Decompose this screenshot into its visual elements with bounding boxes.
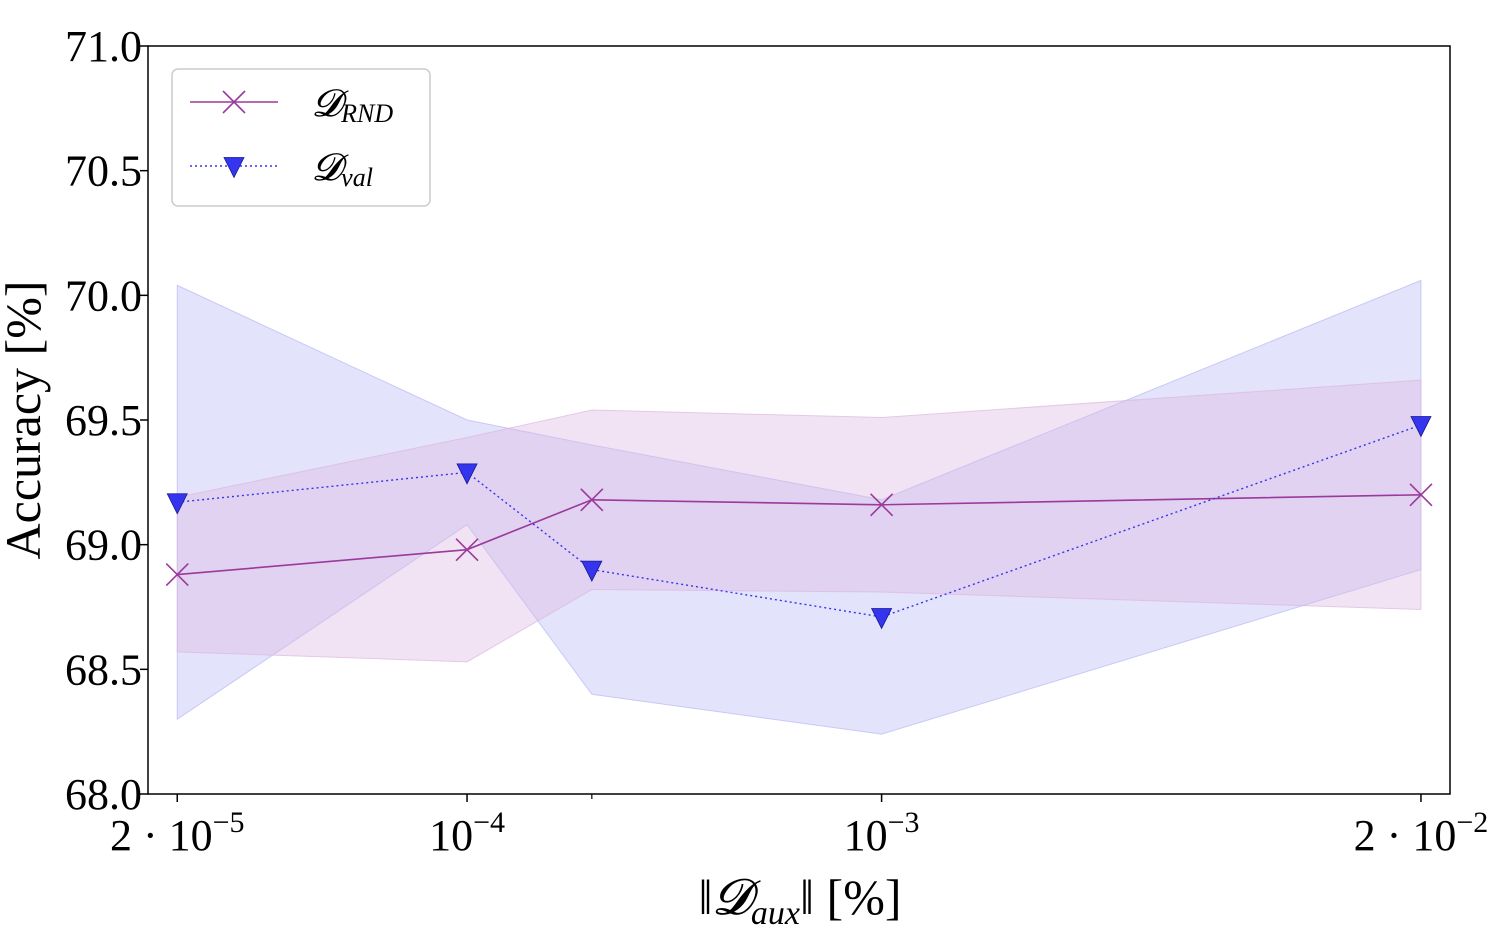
y-tick-label: 69.0 <box>65 521 142 570</box>
x-axis-label-subscript: aux <box>751 895 800 932</box>
point-rnd-4 <box>1409 483 1433 507</box>
legend-marker-val <box>223 157 245 179</box>
series-markers <box>165 416 1433 630</box>
legend: 𝓓RND 𝓓val <box>171 68 431 207</box>
y-tick-label: 68.0 <box>65 770 142 819</box>
x-tick-label: 2 · 10−5 <box>110 806 245 860</box>
point-rnd-1 <box>455 538 479 562</box>
x-tick-label: 2 · 10−2 <box>1354 806 1489 860</box>
legend-label-val-sub: val <box>341 163 373 192</box>
y-tick-label: 69.5 <box>65 396 142 445</box>
y-tick-label: 70.5 <box>65 147 142 196</box>
y-tick-label: 70.0 <box>65 271 142 320</box>
x-tick-label: 10−4 <box>429 806 505 860</box>
legend-label-rnd-sub: RND <box>340 99 393 128</box>
legend-box <box>171 68 431 207</box>
point-val-3 <box>870 608 893 630</box>
legend-label-rnd: 𝓓RND <box>312 83 393 128</box>
point-val-0 <box>166 493 188 515</box>
point-val-2 <box>581 560 603 582</box>
y-tick-label: 71.0 <box>65 22 142 71</box>
point-val-4 <box>1410 416 1432 438</box>
point-val-1 <box>456 463 478 485</box>
point-rnd-0 <box>165 563 189 587</box>
y-axis-label: Accuracy [%] <box>0 281 51 560</box>
y-tick-label: 68.5 <box>65 645 142 694</box>
legend-marker-glyph-val <box>223 157 245 179</box>
legend-marker-rnd <box>222 90 246 114</box>
y-axis-ticks: 68.0 68.5 69.0 69.5 70.0 70.5 71.0 <box>65 22 148 819</box>
band-rnd <box>176 379 1422 663</box>
legend-marker-glyph-rnd <box>222 90 246 114</box>
x-axis-label: ‖𝓓aux‖ [%] <box>699 869 902 932</box>
point-rnd-2 <box>580 488 604 512</box>
x-axis-label-close: ‖ [%] <box>800 869 902 925</box>
legend-label-val: 𝓓val <box>312 147 373 192</box>
x-axis-label-open: ‖ <box>699 869 713 925</box>
confidence-bands <box>176 279 1422 735</box>
x-tick-label: 10−3 <box>844 806 920 860</box>
x-axis-ticks: 2 · 10−5 10−4 10−3 2 · 10−2 <box>110 794 1488 860</box>
point-rnd-3 <box>870 493 894 517</box>
